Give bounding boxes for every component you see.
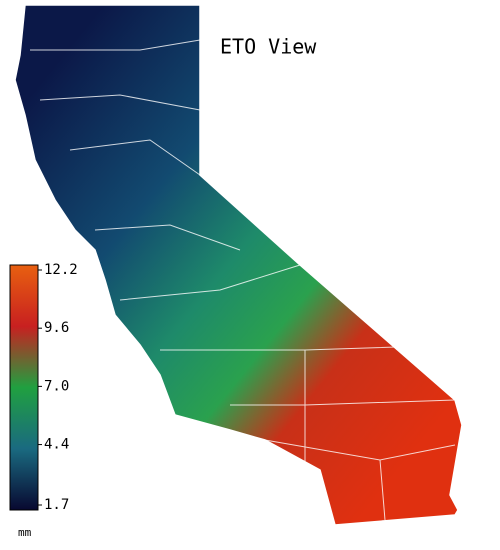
map-title: ETO View xyxy=(220,35,317,59)
colorbar-tick-label: 7.0 xyxy=(44,378,69,394)
colorbar-tick-label: 4.4 xyxy=(44,437,69,453)
colorbar-tick-label: 9.6 xyxy=(44,320,69,336)
county-lines xyxy=(30,39,461,521)
colorbar-tick-label: 1.7 xyxy=(44,497,69,513)
colorbar-tick-label: 12.2 xyxy=(44,262,78,278)
colorbar-unit: mm xyxy=(18,526,32,539)
california-map xyxy=(14,4,463,526)
colorbar xyxy=(9,264,39,511)
